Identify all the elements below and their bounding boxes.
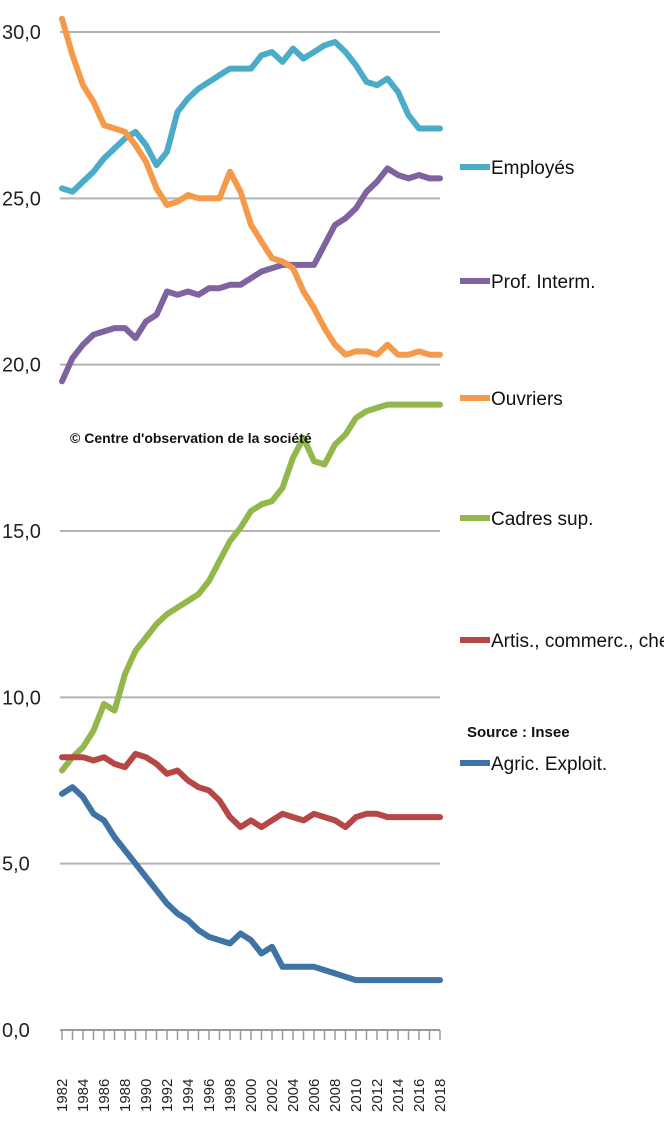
copyright-note: © Centre d'observation de la société <box>70 430 312 446</box>
series-line-agric-exploit <box>59 784 443 984</box>
x-tick-label: 1982 <box>54 1079 71 1112</box>
series-line-artis-commerc-chef-ep <box>59 750 443 831</box>
series-line-prof-interm <box>59 165 443 385</box>
legend-label: Ouvriers <box>491 389 563 410</box>
x-tick-label: 2010 <box>348 1079 365 1112</box>
x-axis: 1982 1984 1986 1988 1990 1992 1994 1996 1998 2000… <box>54 1029 449 1112</box>
x-tick-label: 2008 <box>327 1079 344 1112</box>
legend-label: Artis., commerc., chef ep. <box>491 631 664 652</box>
y-tick-label: 30,0 <box>2 22 41 44</box>
series-lines <box>59 15 443 984</box>
x-tick-label: 2016 <box>411 1079 428 1112</box>
legend-label: Employés <box>491 158 574 179</box>
x-tick-label: 2004 <box>285 1079 302 1112</box>
x-tick-label: 2014 <box>390 1079 407 1112</box>
x-tick-label: 1988 <box>117 1079 134 1112</box>
y-tick-label: 20,0 <box>2 355 41 377</box>
series-line-cadres-sup <box>59 401 443 774</box>
x-tick-label: 2006 <box>306 1079 323 1112</box>
x-tick-label: 2000 <box>243 1079 260 1112</box>
legend-label: Cadres sup. <box>491 509 593 530</box>
gridlines <box>60 31 440 865</box>
x-tick-label: 1992 <box>159 1079 176 1112</box>
legend: Employés Prof. Interm. Ouvriers Cadres sup.… <box>460 158 664 775</box>
y-tick-label: 15,0 <box>2 521 41 543</box>
y-tick-label: 10,0 <box>2 687 41 709</box>
x-tick-label: 1990 <box>138 1079 155 1112</box>
x-tick-label: 2018 <box>432 1079 449 1112</box>
y-tick-label: 0,0 <box>2 1020 30 1042</box>
legend-label: Agric. Exploit. <box>491 754 607 775</box>
legend-label: Prof. Interm. <box>491 272 596 293</box>
x-tick-label: 1994 <box>180 1079 197 1112</box>
source-note: Source : Insee <box>467 724 570 741</box>
x-tick-label: 1984 <box>75 1079 92 1112</box>
x-tick-label: 1986 <box>96 1079 113 1112</box>
x-tick-label: 2002 <box>264 1079 281 1112</box>
y-tick-label: 25,0 <box>2 188 41 210</box>
x-tick-label: 2012 <box>369 1079 386 1112</box>
y-tick-label: 5,0 <box>2 854 30 876</box>
y-axis-ticks: 0,0 5,0 10,0 15,0 20,0 25,0 30,0 <box>2 22 41 1042</box>
x-tick-label: 1998 <box>222 1079 239 1112</box>
x-tick-label: 1996 <box>201 1079 218 1112</box>
series-line-employ-s <box>59 39 443 195</box>
series-line-ouvriers <box>59 15 443 358</box>
